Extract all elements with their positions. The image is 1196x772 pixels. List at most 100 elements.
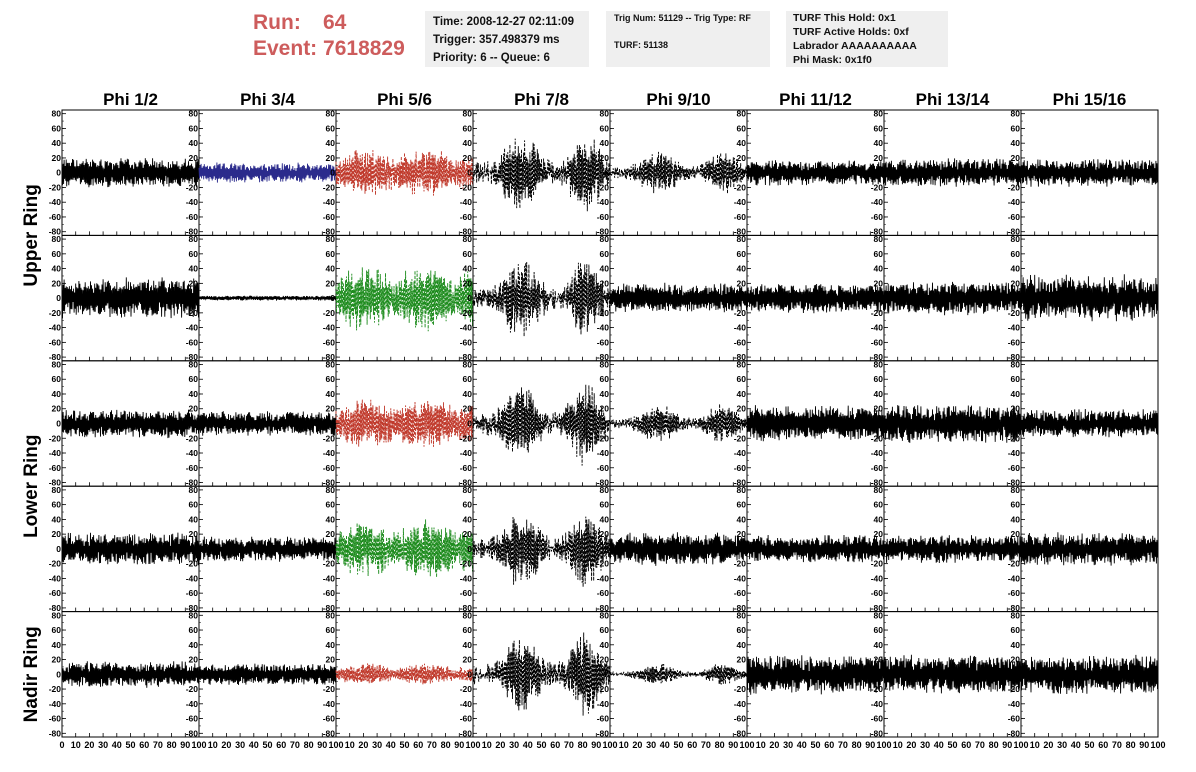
y-tick-label: 20 [52, 404, 62, 414]
x-tick-label: 10 [619, 740, 629, 750]
y-tick-label: 20 [600, 529, 610, 539]
y-tick-label: 0 [56, 669, 61, 679]
x-tick-label: 10 [1030, 740, 1040, 750]
x-tick-label: 100 [328, 740, 343, 750]
y-tick-label: 20 [1011, 529, 1021, 539]
y-tick-label: 60 [189, 500, 199, 510]
y-tick-label: -80 [49, 603, 62, 613]
y-tick-label: -40 [460, 448, 473, 458]
y-tick-label: 60 [326, 249, 336, 259]
y-tick-label: 0 [56, 544, 61, 554]
y-tick-label: 40 [52, 389, 62, 399]
y-tick-label: -20 [734, 182, 747, 192]
y-tick-label: 60 [52, 374, 62, 384]
y-tick-label: -20 [597, 308, 610, 318]
y-tick-label: 80 [463, 485, 473, 495]
x-tick-label: 40 [386, 740, 396, 750]
trig-num-line: Trig Num: 51129 -- Trig Type: RF [614, 13, 751, 23]
y-tick-label: -40 [734, 448, 747, 458]
x-tick-label: 70 [290, 740, 300, 750]
y-tick-label: -20 [323, 433, 336, 443]
y-tick-label: -60 [323, 212, 336, 222]
x-tick-label: 80 [441, 740, 451, 750]
y-tick-label: 80 [737, 359, 747, 369]
y-tick-label: -40 [49, 448, 62, 458]
y-tick-label: 40 [189, 138, 199, 148]
x-tick-label: 70 [564, 740, 574, 750]
y-tick-label: -80 [186, 352, 199, 362]
waveform-line [472, 261, 611, 337]
y-tick-label: 40 [874, 640, 884, 650]
x-tick-label: 100 [465, 740, 480, 750]
y-tick-label: 60 [874, 249, 884, 259]
y-tick-label: -20 [1008, 182, 1021, 192]
x-tick-label: 30 [509, 740, 519, 750]
x-tick-label: 30 [1057, 740, 1067, 750]
trigger-info-box: Trig Num: 51129 -- Trig Type: RF TURF: 5… [606, 11, 770, 67]
y-tick-label: 20 [189, 278, 199, 288]
y-tick-label: 20 [600, 404, 610, 414]
y-tick-label: -60 [734, 463, 747, 473]
waveform-line [883, 281, 1022, 316]
y-tick-label: 80 [737, 610, 747, 620]
x-tick-label: 20 [495, 740, 505, 750]
waveform-line [472, 138, 611, 212]
y-tick-label: -40 [1008, 197, 1021, 207]
column-header: Phi 5/6 [377, 90, 432, 109]
y-tick-label: 40 [1011, 514, 1021, 524]
x-tick-label: 30 [783, 740, 793, 750]
waveform-line [746, 283, 885, 314]
y-tick-label: 20 [874, 404, 884, 414]
y-tick-label: 0 [604, 419, 609, 429]
y-tick-label: -20 [871, 559, 884, 569]
y-tick-label: 80 [463, 109, 473, 119]
y-tick-label: -60 [323, 588, 336, 598]
y-tick-label: 40 [326, 264, 336, 274]
y-tick-label: 40 [600, 138, 610, 148]
x-tick-label: 80 [578, 740, 588, 750]
y-tick-label: -80 [871, 227, 884, 237]
x-tick-label: 60 [1098, 740, 1108, 750]
y-tick-label: 0 [604, 544, 609, 554]
y-tick-label: 0 [1015, 419, 1020, 429]
waveform-line [335, 663, 474, 685]
y-tick-label: 40 [600, 514, 610, 524]
y-tick-label: -60 [1008, 337, 1021, 347]
y-tick-label: 60 [326, 500, 336, 510]
y-tick-label: 80 [189, 610, 199, 620]
y-tick-label: -60 [734, 714, 747, 724]
y-tick-label: 20 [1011, 278, 1021, 288]
y-tick-label: -20 [49, 684, 62, 694]
x-tick-label: 90 [454, 740, 464, 750]
y-tick-label: 0 [330, 293, 335, 303]
waveform-line [198, 295, 337, 301]
y-tick-label: -40 [734, 323, 747, 333]
y-tick-label: 60 [189, 249, 199, 259]
x-tick-label: 100 [876, 740, 891, 750]
y-tick-label: 0 [1015, 544, 1020, 554]
y-tick-label: -80 [49, 478, 62, 488]
y-tick-label: -20 [323, 308, 336, 318]
y-tick-label: -80 [323, 227, 336, 237]
y-tick-label: -60 [597, 714, 610, 724]
x-tick-label: 50 [673, 740, 683, 750]
y-tick-label: 20 [737, 655, 747, 665]
waveform-line [335, 519, 474, 578]
turf-active-line: TURF Active Holds: 0xf [793, 26, 909, 38]
x-tick-label: 80 [715, 740, 725, 750]
y-tick-label: -60 [49, 714, 62, 724]
y-tick-label: -60 [460, 463, 473, 473]
y-tick-label: 60 [737, 249, 747, 259]
y-tick-label: -40 [49, 323, 62, 333]
waveform-line [746, 405, 885, 442]
y-tick-label: 40 [189, 514, 199, 524]
y-tick-label: 80 [52, 485, 62, 495]
x-tick-label: 20 [1043, 740, 1053, 750]
y-tick-label: 40 [600, 640, 610, 650]
x-tick-label: 40 [797, 740, 807, 750]
y-tick-label: 20 [52, 529, 62, 539]
y-tick-label: -60 [460, 588, 473, 598]
x-tick-label: 50 [399, 740, 409, 750]
y-tick-label: -20 [49, 182, 62, 192]
y-tick-label: 60 [52, 123, 62, 133]
